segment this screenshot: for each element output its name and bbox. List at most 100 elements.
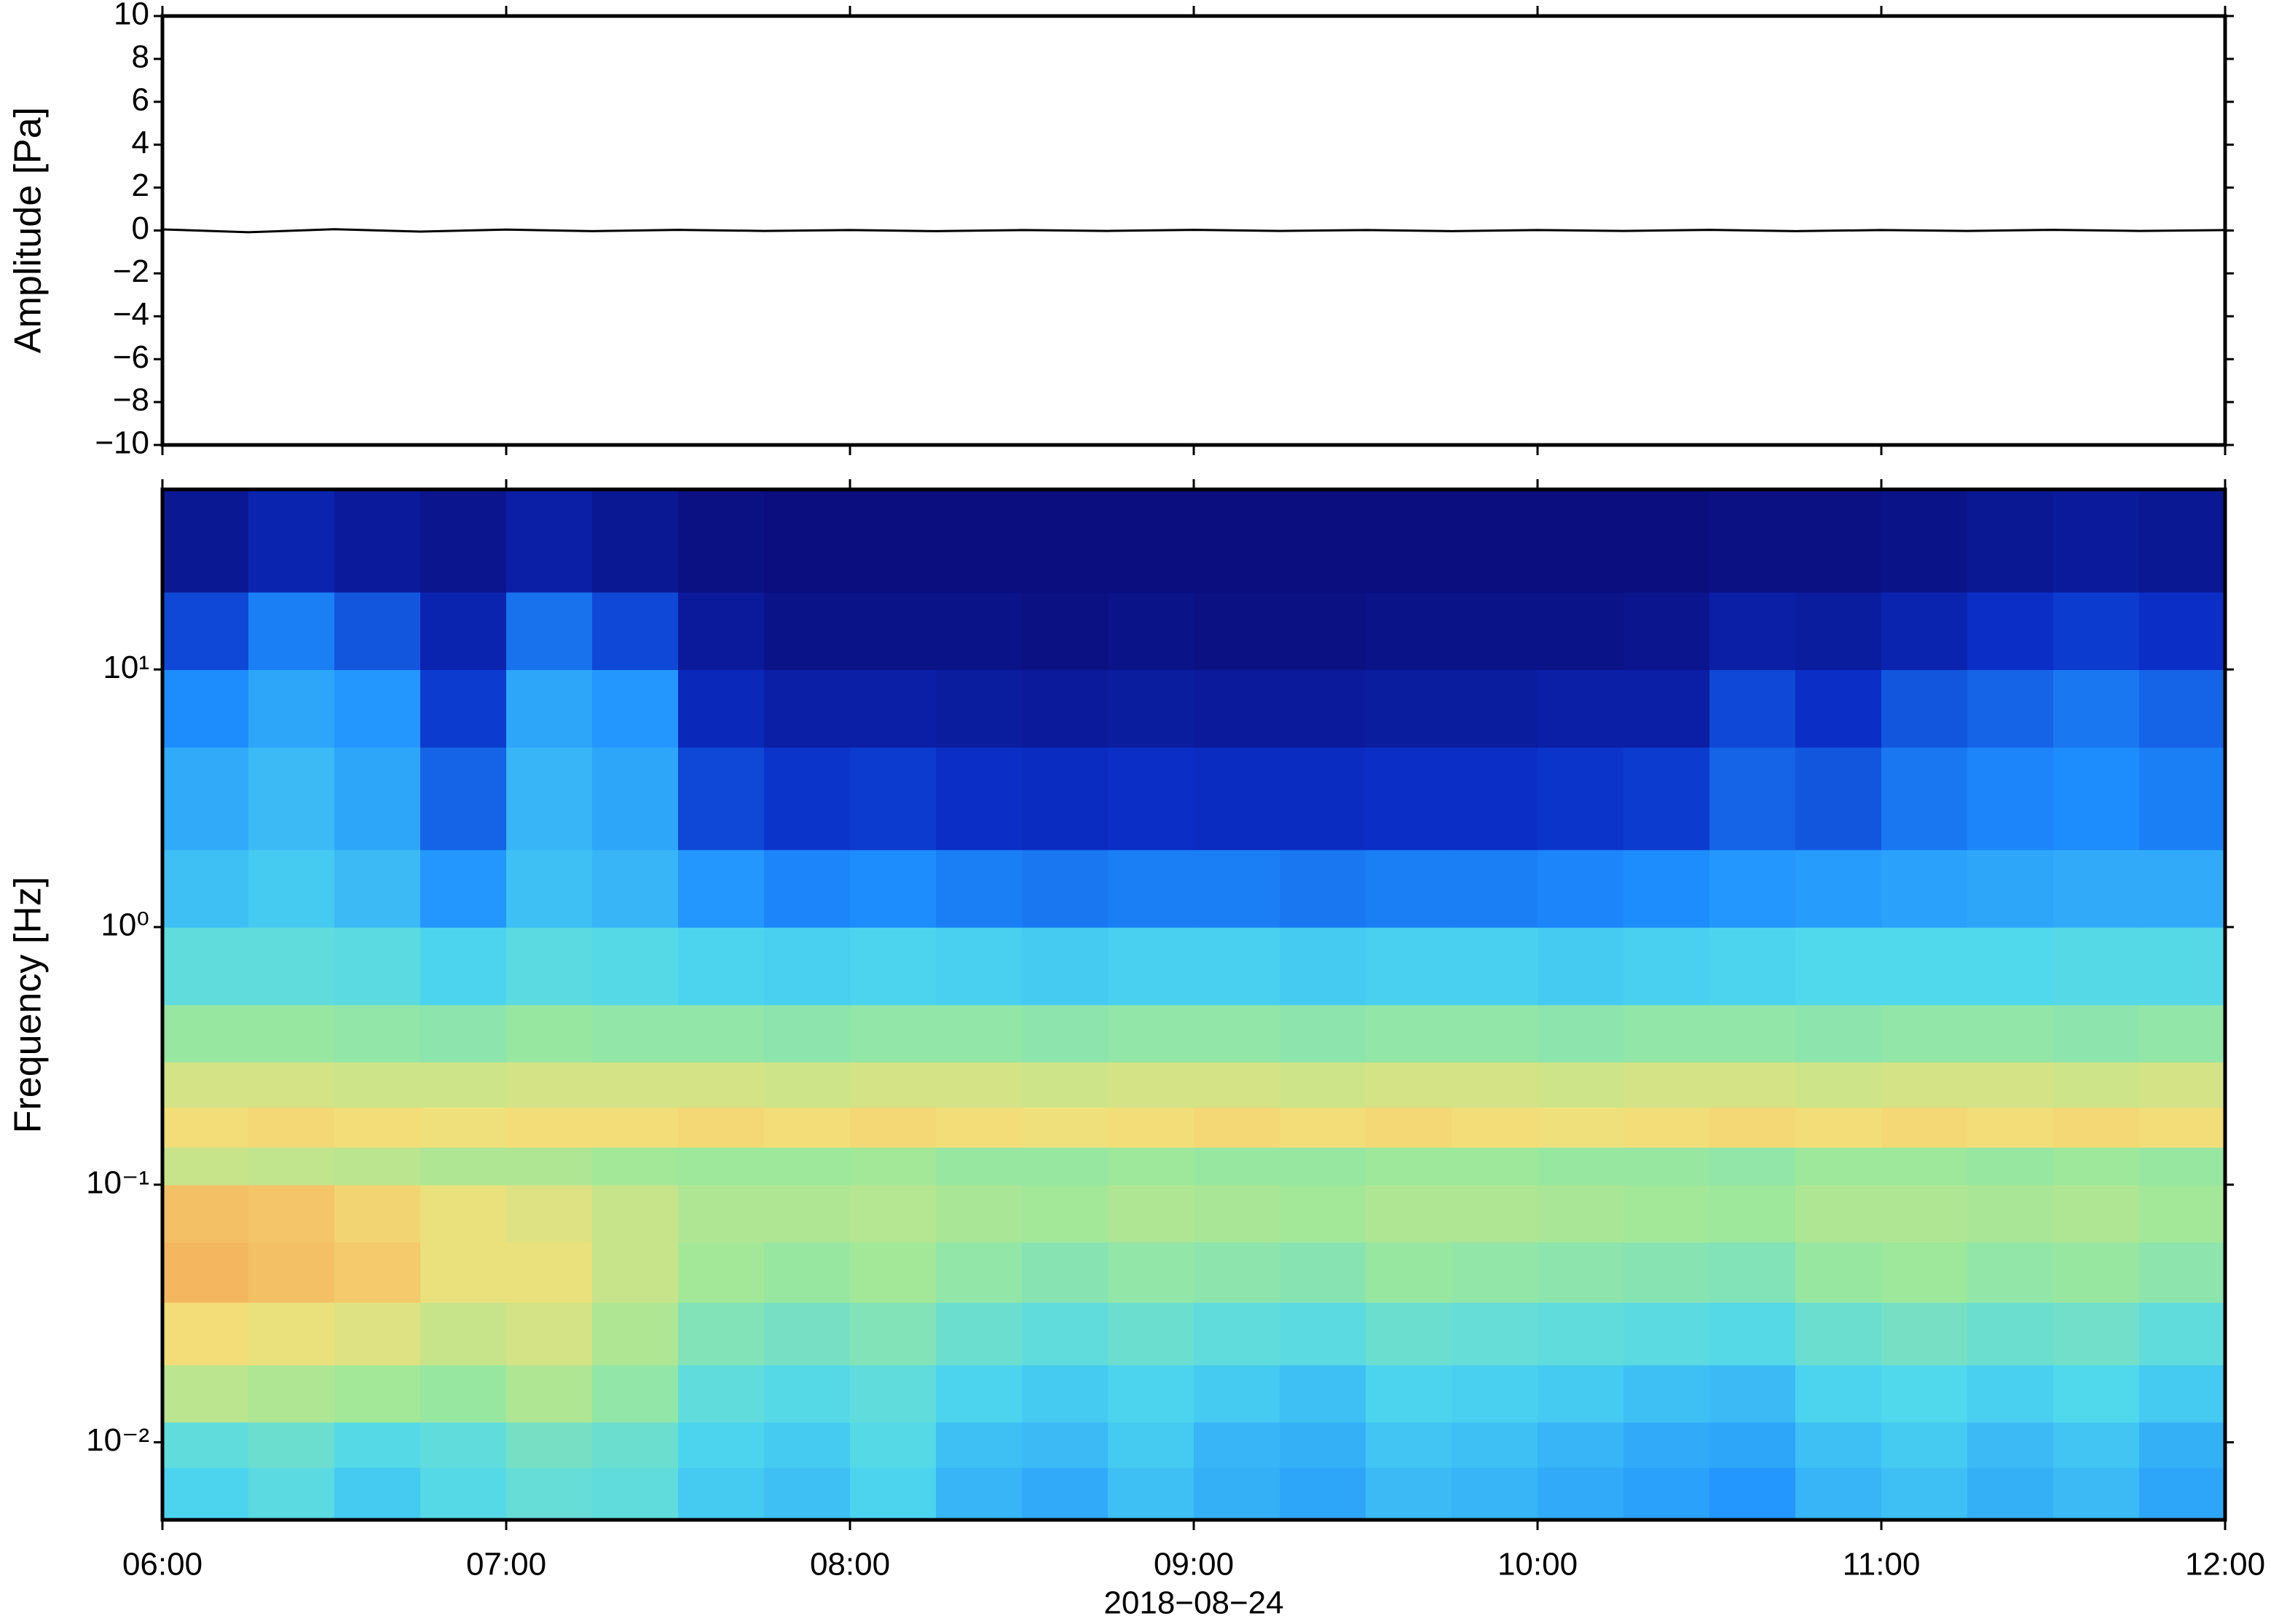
heatmap-cell xyxy=(1795,1302,1882,1365)
heatmap-cell xyxy=(1538,927,1624,1006)
heatmap-cell xyxy=(1108,1004,1194,1063)
heatmap-cell xyxy=(764,1061,851,1108)
heatmap-cell xyxy=(1452,1302,1538,1365)
heatmap-cell xyxy=(1452,1467,1538,1521)
heatmap-cell xyxy=(334,927,421,1006)
heatmap-cell xyxy=(850,849,937,928)
heatmap-cell xyxy=(1881,1422,1968,1468)
heatmap-cell xyxy=(592,669,679,748)
heatmap-cell xyxy=(850,669,937,748)
heatmap-cell xyxy=(506,1467,593,1521)
heatmap-cell xyxy=(248,1365,335,1423)
heatmap-cell xyxy=(936,1467,1023,1521)
heatmap-cell xyxy=(1623,1302,1710,1365)
heatmap-cell xyxy=(1709,1107,1796,1148)
heatmap-cell xyxy=(764,1422,851,1468)
heatmap-cell xyxy=(592,1422,679,1468)
heatmap-cell xyxy=(678,489,765,593)
heatmap-cell xyxy=(1881,1147,1968,1186)
heatmap-cell xyxy=(420,1184,507,1243)
heatmap-cell xyxy=(2053,1107,2140,1148)
heatmap-cell xyxy=(592,1107,679,1148)
heatmap-cell xyxy=(1194,849,1280,928)
heatmap-cell xyxy=(1881,1004,1968,1063)
heatmap-cell xyxy=(1538,1302,1624,1365)
heatmap-cell xyxy=(1280,591,1366,671)
heatmap-cell xyxy=(1452,669,1538,748)
heatmap-cell xyxy=(850,1365,937,1423)
heatmap-cell xyxy=(1881,746,1968,851)
heatmap-cell xyxy=(334,849,421,928)
heatmap-cell xyxy=(1623,1147,1710,1186)
heatmap-cell xyxy=(334,669,421,748)
heatmap-cell xyxy=(1022,591,1109,671)
heatmap-cell xyxy=(678,1061,765,1108)
heatmap-cell xyxy=(1967,927,2054,1006)
heatmap-cell xyxy=(1194,669,1280,748)
heatmap-cell xyxy=(248,1467,335,1521)
heatmap-cell xyxy=(1881,669,1968,748)
heatmap-cell xyxy=(1280,927,1366,1006)
heatmap-cell xyxy=(1194,1004,1280,1063)
heatmap-cell xyxy=(850,1184,937,1243)
heatmap-cell xyxy=(2139,1467,2226,1521)
heatmap-cell xyxy=(1366,1422,1452,1468)
heatmap-cell xyxy=(162,669,249,748)
heatmap-cell xyxy=(1881,1302,1968,1365)
heatmap-cell xyxy=(162,746,249,851)
heatmap-cell xyxy=(2139,746,2226,851)
heatmap-cell xyxy=(1022,1107,1109,1148)
heatmap-cell xyxy=(1022,1061,1109,1108)
heatmap-cell xyxy=(2053,591,2140,671)
heatmap-cell xyxy=(1366,1061,1452,1108)
heatmap-cell xyxy=(1967,1107,2054,1148)
x-tick-label: 09:00 xyxy=(1154,1547,1234,1582)
heatmap-cell xyxy=(764,1147,851,1186)
heatmap-cell xyxy=(1881,849,1968,928)
heatmap-cell xyxy=(2139,1422,2226,1468)
heatmap-cell xyxy=(678,1107,765,1148)
y-tick-label: 10⁻¹ xyxy=(86,1164,149,1200)
heatmap-cell xyxy=(1623,1422,1710,1468)
heatmap-cell xyxy=(1538,1242,1624,1303)
heatmap-cell xyxy=(506,746,593,851)
heatmap-cell xyxy=(1967,1184,2054,1243)
y-tick-label: 10¹ xyxy=(103,650,149,685)
x-tick-label: 06:00 xyxy=(122,1547,202,1582)
heatmap-cell xyxy=(1967,591,2054,671)
heatmap-cell xyxy=(1709,1302,1796,1365)
heatmap-cell xyxy=(1366,849,1452,928)
heatmap-cell xyxy=(764,591,851,671)
heatmap-cell xyxy=(1022,669,1109,748)
heatmap-cell xyxy=(506,1004,593,1063)
heatmap-cell xyxy=(1452,746,1538,851)
heatmap-cell xyxy=(764,1184,851,1243)
heatmap-cell xyxy=(162,1242,249,1303)
heatmap-cell xyxy=(1194,1242,1280,1303)
heatmap-cell xyxy=(1022,849,1109,928)
heatmap-cell xyxy=(420,849,507,928)
heatmap-cell xyxy=(1280,1242,1366,1303)
heatmap-cell xyxy=(248,1302,335,1365)
heatmap-cell xyxy=(420,746,507,851)
heatmap-cell xyxy=(850,1302,937,1365)
heatmap-cell xyxy=(1795,669,1882,748)
heatmap-cell xyxy=(2139,1302,2226,1365)
heatmap-cell xyxy=(1538,1061,1624,1108)
y-tick-label: −8 xyxy=(113,382,149,418)
y-tick-label: 6 xyxy=(132,82,149,117)
heatmap-cell xyxy=(1538,1004,1624,1063)
heatmap-cell xyxy=(1022,927,1109,1006)
heatmap-cell xyxy=(1881,489,1968,593)
heatmap-cell xyxy=(2139,1061,2226,1108)
heatmap-cell xyxy=(1709,1242,1796,1303)
heatmap-cell xyxy=(1967,1242,2054,1303)
heatmap-cell xyxy=(506,849,593,928)
heatmap-cell xyxy=(764,669,851,748)
heatmap-cell xyxy=(936,1242,1023,1303)
heatmap-cell xyxy=(1452,1242,1538,1303)
heatmap-cell xyxy=(1709,927,1796,1006)
heatmap-cell xyxy=(678,1302,765,1365)
heatmap-cell xyxy=(764,849,851,928)
x-tick-label: 12:00 xyxy=(2185,1547,2265,1582)
